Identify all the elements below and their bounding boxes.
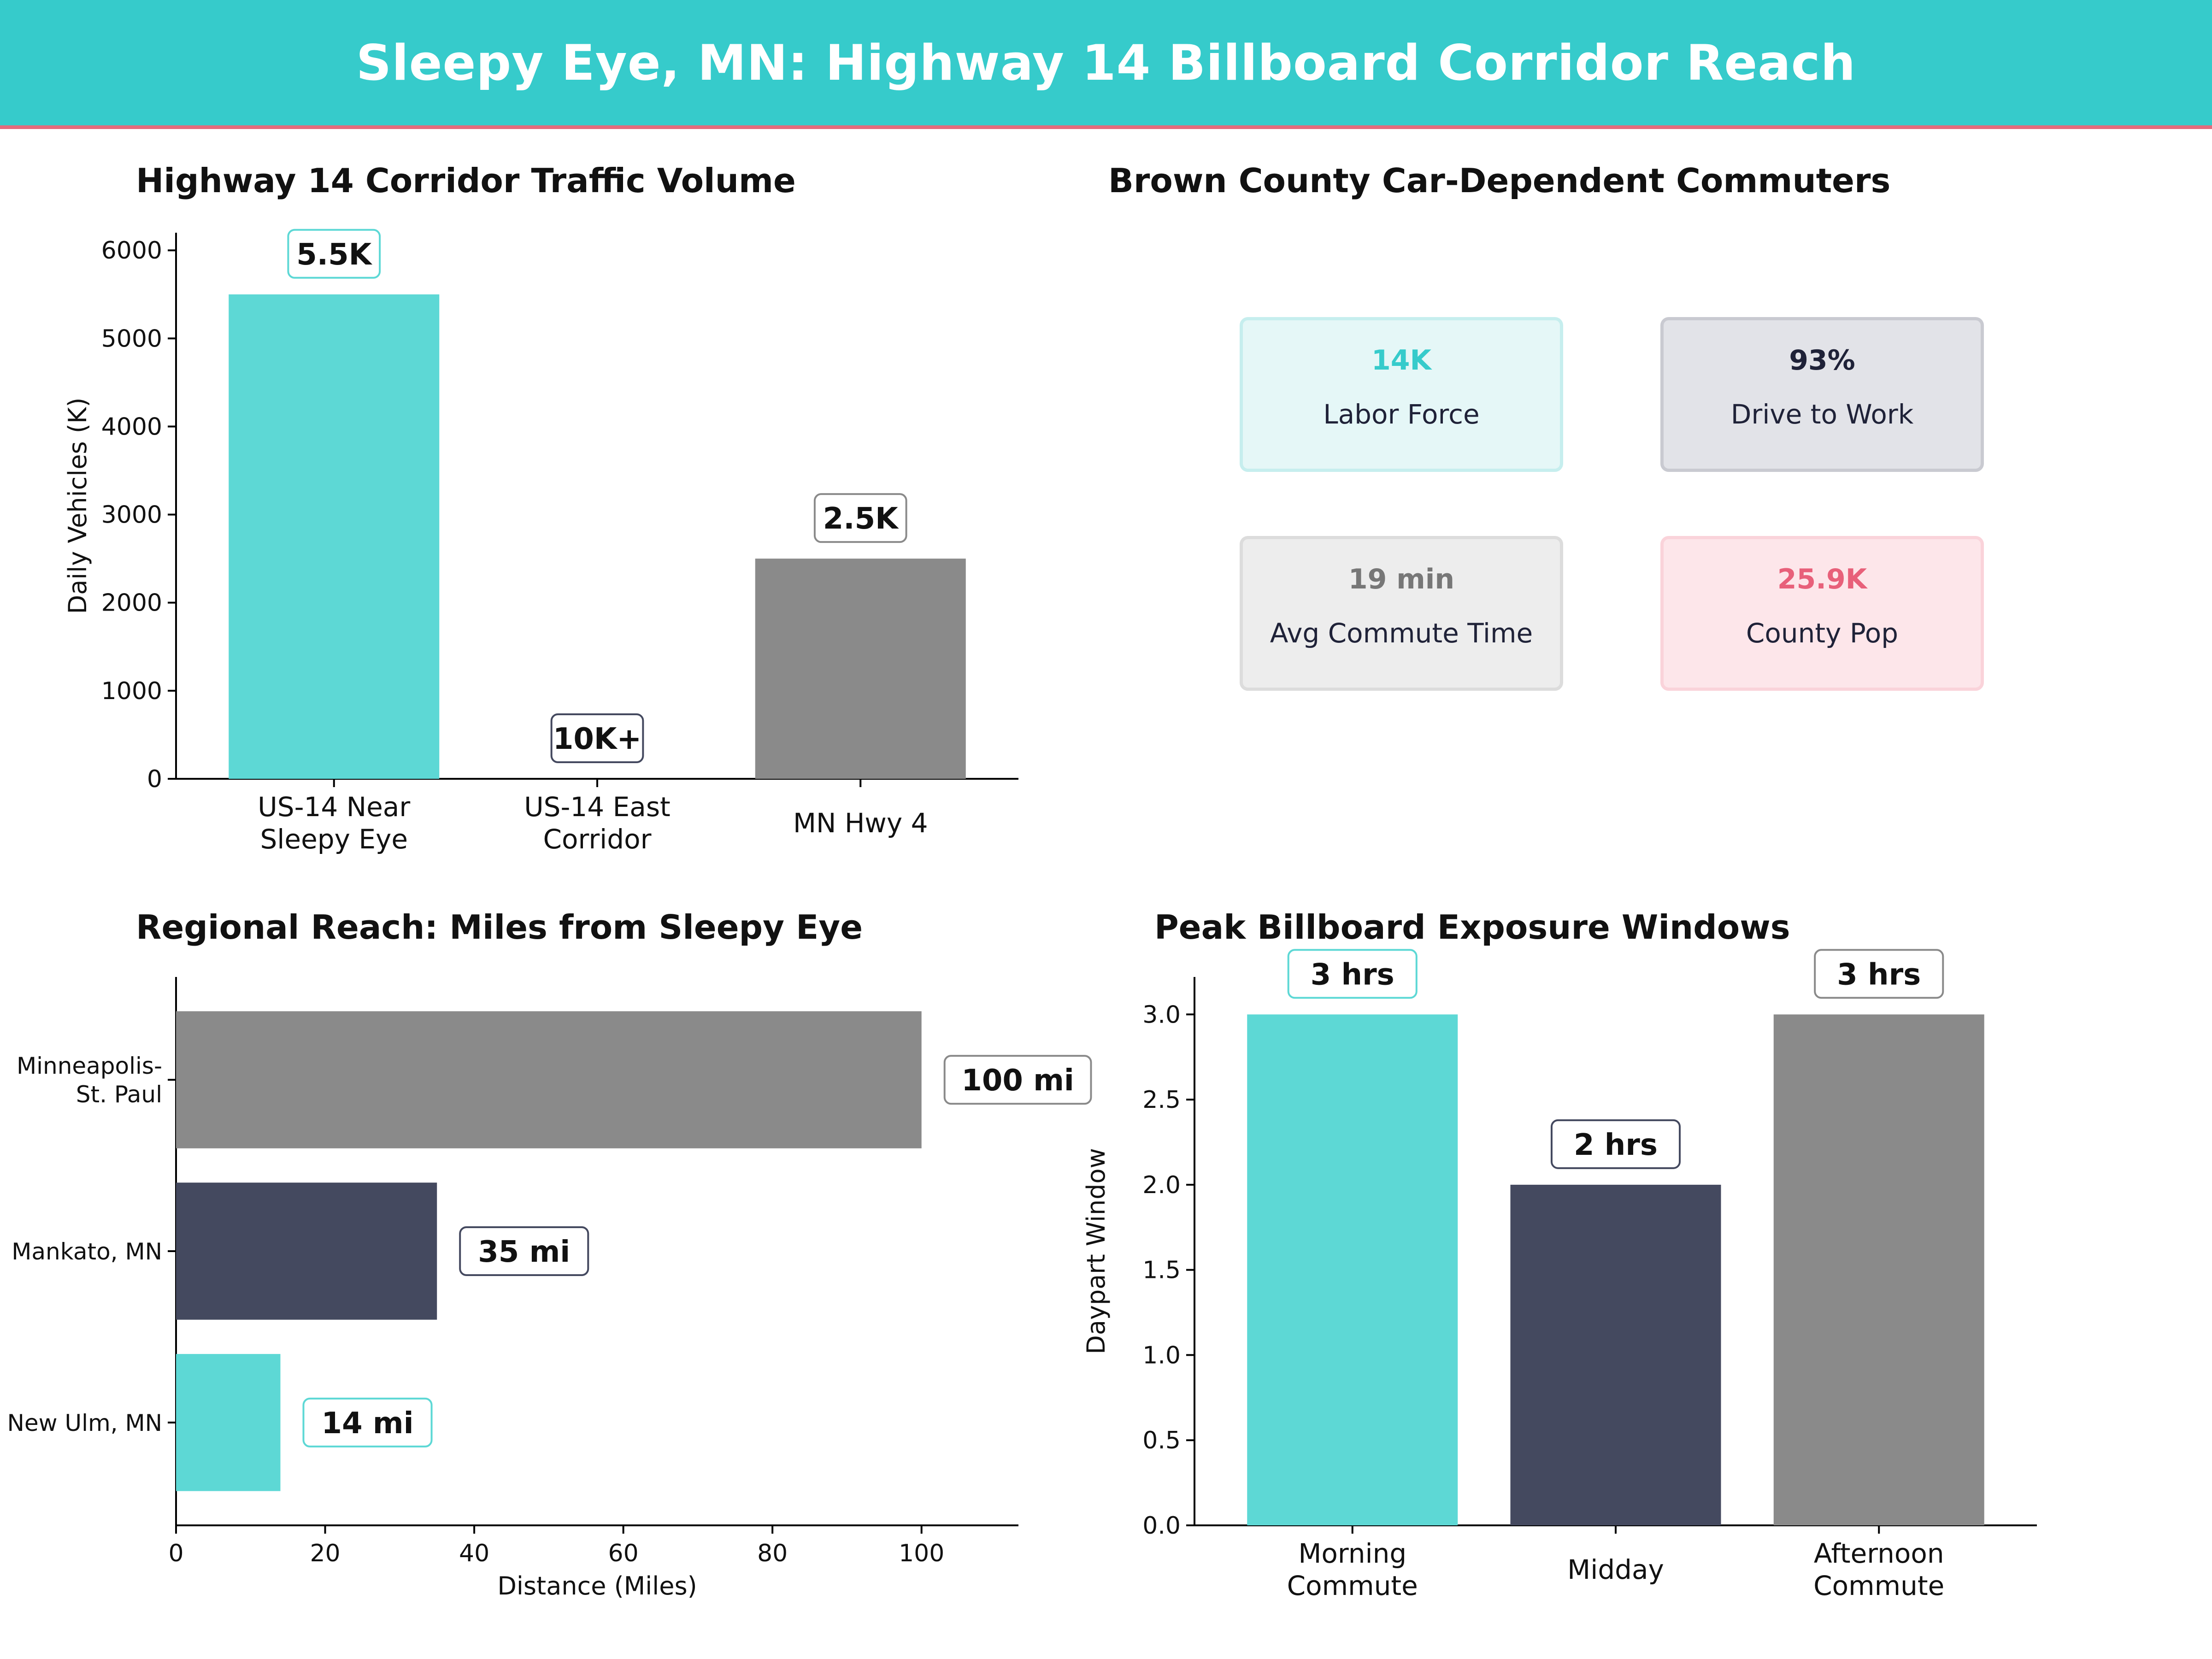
exposure-y-tick-label: 2.0 — [1142, 1171, 1181, 1199]
reach-x-tick-label: 100 — [899, 1540, 944, 1567]
exposure-data-label: 3 hrs — [1287, 949, 1418, 999]
data-label-text: 5.5K — [296, 238, 372, 272]
reach-y-tick-label: Mankato, MN — [12, 1238, 162, 1265]
data-label-box — [813, 493, 907, 543]
reach-data-label: 14 mi — [302, 1397, 433, 1447]
data-label-text: 3 hrs — [1311, 958, 1394, 992]
kpi-card-county-pop: 25.9K County Pop — [1660, 536, 1984, 691]
traffic-bar — [229, 294, 440, 779]
data-label-text: 3 hrs — [1837, 958, 1921, 992]
traffic-y-tick-label: 0 — [147, 765, 162, 793]
data-label-text: 10K+ — [553, 722, 641, 756]
data-label-box — [1814, 949, 1944, 999]
kpi-card-labor-force: 14K Labor Force — [1240, 317, 1563, 472]
traffic-x-tick-label: US-14 East Corridor — [524, 791, 671, 855]
reach-x-tick-label: 80 — [757, 1540, 788, 1567]
exposure-y-tick-label: 0.5 — [1142, 1427, 1181, 1454]
traffic-x-tick-label: MN Hwy 4 — [793, 807, 928, 839]
traffic-y-tick-label: 5000 — [101, 325, 162, 353]
reach-x-axis-label: Distance (Miles) — [497, 1571, 697, 1600]
reach-data-label: 35 mi — [459, 1226, 589, 1276]
exposure-x-tick-label: Afternoon Commute — [1813, 1538, 1944, 1601]
reach-x-tick-label: 20 — [310, 1540, 340, 1567]
data-label-box — [943, 1055, 1092, 1105]
data-label-text: 35 mi — [478, 1235, 570, 1269]
traffic-y-axis-label: Daily Vehicles (K) — [63, 398, 92, 614]
page-title: Sleepy Eye, MN: Highway 14 Billboard Cor… — [356, 34, 1856, 91]
data-label-box — [302, 1397, 433, 1447]
exposure-y-tick-label: 3.0 — [1142, 1001, 1181, 1029]
header-banner: Sleepy Eye, MN: Highway 14 Billboard Cor… — [0, 0, 2212, 129]
reach-bar — [176, 1011, 922, 1148]
exposure-data-label: 2 hrs — [1550, 1119, 1681, 1169]
kpi-value: 19 min — [1348, 563, 1455, 595]
exposure-bar — [1510, 1184, 1721, 1525]
kpi-card-avg-commute-time: 19 min Avg Commute Time — [1240, 536, 1563, 691]
reach-x-tick-label: 60 — [608, 1540, 639, 1567]
data-label-box — [459, 1226, 589, 1276]
exposure-x-tick-label: Morning Commute — [1287, 1538, 1418, 1601]
traffic-y-tick-label: 4000 — [101, 413, 162, 441]
reach-x-tick-label: 40 — [459, 1540, 489, 1567]
traffic-data-label: 2.5K — [813, 493, 907, 543]
data-label-box — [287, 229, 381, 279]
data-label-text: 2 hrs — [1574, 1128, 1658, 1162]
traffic-data-label: 10K+ — [550, 713, 644, 763]
exposure-x-tick-label: Midday — [1567, 1554, 1664, 1585]
data-label-box — [1287, 949, 1418, 999]
exposure-y-tick-label: 0.0 — [1142, 1512, 1181, 1540]
kpi-label: Drive to Work — [1730, 399, 1914, 430]
kpi-label: County Pop — [1746, 618, 1899, 649]
traffic-y-tick-label: 3000 — [101, 501, 162, 529]
reach-bar — [176, 1354, 281, 1491]
data-label-box — [550, 713, 644, 763]
exposure-y-tick-label: 1.5 — [1142, 1257, 1181, 1284]
data-label-text: 2.5K — [823, 502, 899, 536]
kpi-card-drive-to-work: 93% Drive to Work — [1660, 317, 1984, 472]
kpi-value: 93% — [1789, 344, 1855, 377]
traffic-y-tick-label: 1000 — [101, 677, 162, 705]
kpi-label: Avg Commute Time — [1270, 618, 1533, 649]
traffic-x-tick-label: US-14 Near Sleepy Eye — [258, 791, 410, 855]
reach-x-tick-label: 0 — [168, 1540, 183, 1567]
reach-bar — [176, 1182, 437, 1320]
reach-y-tick-label: New Ulm, MN — [7, 1410, 162, 1436]
reach-data-label: 100 mi — [943, 1055, 1092, 1105]
exposure-y-axis-label: Daypart Window — [1082, 1148, 1111, 1354]
exposure-bar — [1773, 1014, 1984, 1525]
traffic-bar — [755, 559, 966, 779]
reach-y-tick-label: Minneapolis-St. Paul — [17, 1053, 162, 1108]
exposure-bar — [1247, 1014, 1458, 1525]
traffic-y-tick-label: 2000 — [101, 589, 162, 617]
exposure-y-tick-label: 1.0 — [1142, 1341, 1181, 1369]
kpi-value: 25.9K — [1777, 563, 1867, 595]
kpi-value: 14K — [1371, 344, 1431, 377]
data-label-box — [1550, 1119, 1681, 1169]
traffic-y-tick-label: 6000 — [101, 237, 162, 265]
kpi-label: Labor Force — [1323, 399, 1480, 430]
data-label-text: 100 mi — [961, 1064, 1074, 1098]
data-label-text: 14 mi — [322, 1406, 414, 1441]
traffic-data-label: 5.5K — [287, 229, 381, 279]
exposure-data-label: 3 hrs — [1814, 949, 1944, 999]
exposure-y-tick-label: 2.5 — [1142, 1086, 1181, 1114]
